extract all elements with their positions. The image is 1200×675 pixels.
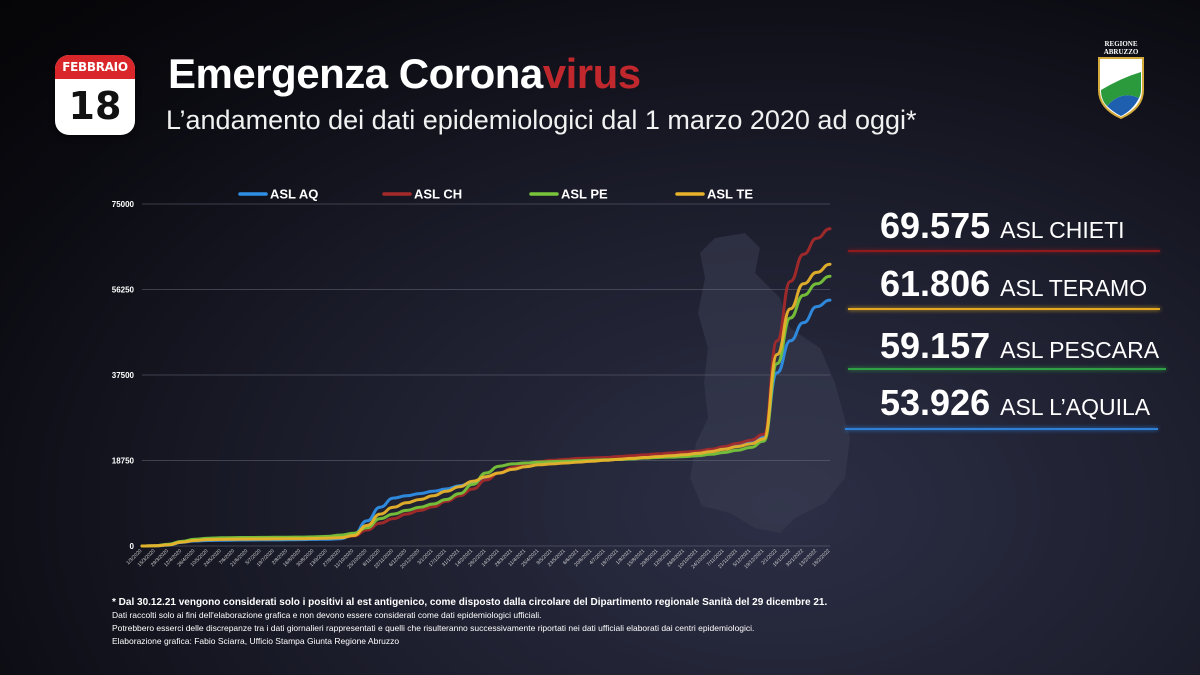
- logo-green-band: [1101, 72, 1141, 106]
- legend-label-asl-te: ASL TE: [707, 187, 753, 202]
- logo-blue-band: [1107, 95, 1139, 116]
- stat-asl-pescara: 59.157 ASL PESCARA: [880, 325, 1159, 367]
- chart-series: [140, 227, 832, 548]
- series-line-asl-pe: [140, 274, 832, 548]
- stat-pescara-underline: [848, 368, 1166, 370]
- footnote-2: Dati raccolti solo ai fini dell'elaboraz…: [112, 610, 542, 620]
- footnote-3: Potrebbero esserci delle discrepanze tra…: [112, 623, 755, 633]
- x-axis-ticks: 1/3/202015/3/202029/3/202012/4/202026/4/…: [125, 548, 831, 570]
- calendar-day: 18: [68, 84, 122, 128]
- footnote-4: Elaborazione grafica: Fabio Sciarra, Uff…: [112, 636, 400, 646]
- stat-laquila-underline: [845, 428, 1158, 430]
- stat-chieti-label: ASL CHIETI: [1000, 217, 1125, 243]
- stat-chieti-value: 69.575: [880, 205, 991, 246]
- stat-pescara-value: 59.157: [880, 325, 991, 366]
- stat-teramo-value: 61.806: [880, 263, 991, 304]
- stat-laquila-value: 53.926: [880, 382, 991, 423]
- y-tick-label: 56250: [112, 286, 135, 295]
- y-tick-label: 0: [130, 542, 135, 551]
- stat-chieti-underline: [848, 250, 1160, 252]
- logo-line2: ABRUZZO: [1104, 48, 1139, 56]
- legend-label-asl-aq: ASL AQ: [270, 187, 318, 202]
- y-tick-label: 18750: [112, 457, 135, 466]
- y-tick-label: 37500: [112, 371, 135, 380]
- stat-asl-chieti: 69.575 ASL CHIETI: [880, 205, 1125, 247]
- logo-line1: REGIONE: [1104, 40, 1137, 48]
- series-line-asl-te: [140, 262, 832, 548]
- page-title: Emergenza Coronavirus: [168, 50, 641, 98]
- chart-legend: ASL AQ ASL CH ASL PE ASL TE: [238, 187, 753, 202]
- stat-asl-teramo: 61.806 ASL TERAMO: [880, 263, 1147, 305]
- legend-label-asl-ch: ASL CH: [414, 187, 462, 202]
- chart-grid: [142, 203, 830, 547]
- line-chart: 0 18750 37500 56250 75000 1/3/202015/3/20202…: [112, 187, 850, 570]
- calendar-badge: FEBBRAIO 18: [55, 55, 135, 135]
- footnotes: * Dal 30.12.21 vengono considerati solo …: [112, 596, 827, 648]
- footnote-1: * Dal 30.12.21 vengono considerati solo …: [112, 597, 828, 608]
- page-subtitle: L’andamento dei dati epidemiologici dal …: [166, 105, 917, 135]
- stat-teramo-underline: [848, 308, 1160, 310]
- stat-asl-laquila: 53.926 ASL L’AQUILA: [880, 382, 1150, 424]
- y-tick-label: 75000: [112, 200, 135, 209]
- title-main: Emergenza Corona: [168, 50, 543, 97]
- regione-abruzzo-logo: REGIONE ABRUZZO: [1098, 40, 1144, 120]
- logo-white-band: [1101, 60, 1141, 90]
- stat-laquila-label: ASL L’AQUILA: [1000, 394, 1151, 420]
- y-axis-ticks: 0 18750 37500 56250 75000: [112, 200, 135, 551]
- stat-pescara-label: ASL PESCARA: [1000, 337, 1160, 363]
- title-accent: virus: [542, 50, 641, 97]
- calendar-month: FEBBRAIO: [55, 55, 135, 79]
- legend-label-asl-pe: ASL PE: [561, 187, 608, 202]
- stat-teramo-label: ASL TERAMO: [1000, 275, 1148, 301]
